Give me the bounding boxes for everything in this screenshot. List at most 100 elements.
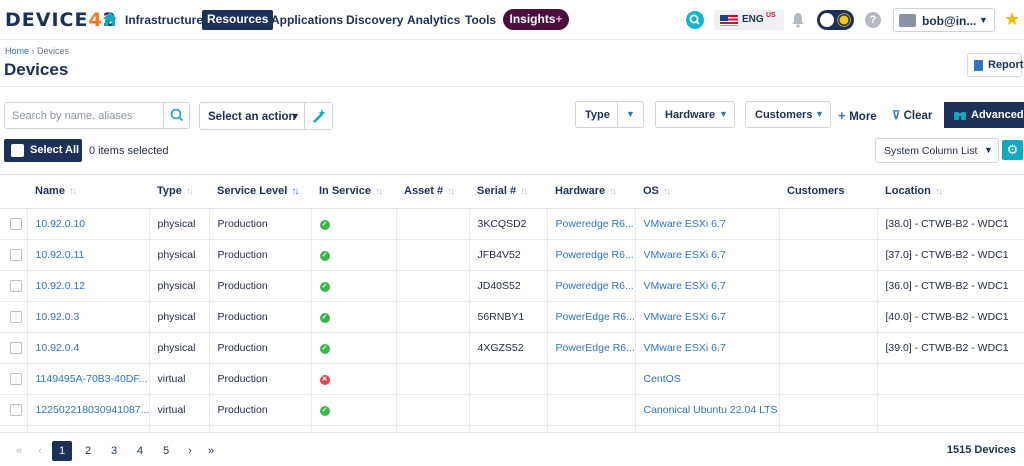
theme-toggle[interactable]	[817, 10, 854, 30]
device42-logo[interactable]: DEVICE42	[5, 9, 117, 31]
bell-icon[interactable]	[791, 12, 805, 28]
advanced-search-button[interactable]: Advanced	[944, 102, 1024, 128]
favorite-star-icon[interactable]: ★	[1004, 9, 1021, 29]
select-all-button[interactable]: Select All	[4, 139, 82, 162]
quick-search-icon[interactable]	[686, 11, 704, 29]
row-checkbox[interactable]	[10, 310, 22, 323]
nav-discovery[interactable]: Discovery	[346, 13, 404, 27]
cell-hardware[interactable]: Poweredge R6...	[547, 208, 636, 240]
cell-os[interactable]: VMware ESXi 6.7	[635, 332, 780, 364]
column-header-asset[interactable]: Asset # ↑↓	[396, 175, 469, 209]
cell-hardware[interactable]: Poweredge R6...	[547, 239, 636, 271]
column-header-service-level[interactable]: Service Level ↑↓	[209, 175, 311, 209]
column-header-serial[interactable]: Serial # ↑↓	[469, 175, 547, 209]
table-row[interactable]: 10.92.0.12 physical Production ✓ JD40S52 Powe…	[0, 270, 1024, 302]
cell-hardware[interactable]: PowerEdge R6...	[547, 332, 636, 364]
insights-button[interactable]: Insights+	[503, 9, 569, 30]
page-2-button[interactable]: 2	[84, 445, 92, 457]
cell-name[interactable]	[27, 425, 150, 432]
row-checkbox[interactable]	[10, 217, 22, 230]
row-checkbox[interactable]	[10, 341, 22, 354]
help-icon[interactable]: ?	[865, 12, 881, 28]
cell-hardware[interactable]	[547, 394, 636, 426]
plus-icon: +	[838, 108, 850, 123]
breadcrumb: Home › Devices	[5, 46, 69, 56]
cell-name[interactable]: 10.92.0.12	[27, 270, 150, 302]
table-row[interactable]: 122502218030941087... virtual Production ✓ C…	[0, 394, 1024, 426]
table-row[interactable]: 10.92.0.3 physical Production ✓ 56RNBY1 Power…	[0, 301, 1024, 333]
cell-name[interactable]: 122502218030941087...	[27, 394, 150, 426]
cell-name[interactable]: 10.92.0.11	[27, 239, 150, 271]
cell-hardware[interactable]	[547, 425, 636, 432]
page-4-button[interactable]: 4	[136, 445, 144, 457]
row-checkbox[interactable]	[10, 372, 22, 385]
cell-os[interactable]: VMware ESXi 6.7	[635, 208, 780, 240]
chevron-down-icon: ▼	[291, 111, 300, 121]
cell-os[interactable]: VMware ESXi 6.7	[635, 239, 780, 271]
cell-name[interactable]: 10.92.0.4	[27, 332, 150, 364]
language-selector[interactable]: ENG US	[714, 10, 784, 30]
cell-customers	[779, 363, 878, 395]
action-dropdown[interactable]: Select an action ▼	[199, 102, 333, 130]
cell-name[interactable]: 10.92.0.3	[27, 301, 150, 333]
more-filters-button[interactable]: + More	[838, 108, 877, 123]
breadcrumb-home[interactable]: Home	[5, 46, 30, 56]
type-filter-label: Type	[585, 109, 610, 121]
page-5-button[interactable]: 5	[162, 445, 170, 457]
column-label: Name	[35, 185, 65, 198]
cell-hardware[interactable]	[547, 363, 636, 395]
column-header-os[interactable]: OS ↑↓	[635, 175, 779, 209]
cell-customers	[779, 301, 878, 333]
page-1-button[interactable]: 1	[52, 441, 72, 461]
home-icon[interactable]	[102, 11, 118, 27]
column-label: Customers	[787, 185, 845, 198]
column-label: Asset #	[404, 185, 444, 198]
column-header-name[interactable]: Name ↑↓	[27, 175, 149, 209]
type-filter[interactable]: Type ▼	[575, 101, 644, 128]
page-3-button[interactable]: 3	[110, 445, 118, 457]
cell-os[interactable]	[635, 425, 780, 432]
search-input[interactable]	[5, 103, 165, 128]
clear-filters-button[interactable]: ⊽ Clear	[892, 108, 932, 122]
nav-applications[interactable]: Applications	[271, 13, 344, 27]
column-header-location[interactable]: Location ↑↓	[877, 175, 1024, 209]
next-page-button[interactable]: ›	[188, 445, 192, 457]
table-row[interactable]	[0, 425, 1024, 432]
customers-filter[interactable]: Customers ▼	[745, 101, 831, 128]
cell-location: [40.0] - CTWB-B2 - WDC1	[877, 301, 1024, 333]
row-checkbox[interactable]	[10, 403, 22, 416]
prev-page-button[interactable]: ‹	[38, 445, 42, 457]
cell-name[interactable]: 1149495A-70B3-40DF...	[27, 363, 150, 395]
nav-analytics[interactable]: Analytics	[407, 13, 461, 27]
column-header-type[interactable]: Type ↑↓	[149, 175, 209, 209]
cell-name[interactable]: 10.92.0.10	[27, 208, 150, 240]
column-header-customers[interactable]: Customers	[779, 175, 877, 209]
column-header-hardware[interactable]: Hardware ↑↓	[547, 175, 635, 209]
search-button[interactable]	[163, 103, 189, 128]
table-row[interactable]: 10.92.0.4 physical Production ✓ 4XGZS52 Power…	[0, 332, 1024, 364]
nav-infrastructure[interactable]: Infrastructure	[125, 13, 204, 27]
cell-os[interactable]: VMware ESXi 6.7	[635, 301, 780, 333]
cell-hardware[interactable]: Poweredge R6...	[547, 270, 636, 302]
column-header-in-service[interactable]: In Service ↑↓	[311, 175, 396, 209]
magic-wand-button[interactable]	[304, 103, 333, 129]
row-checkbox[interactable]	[10, 279, 22, 292]
cell-service-level: Production	[209, 394, 312, 426]
nav-resources[interactable]: Resources	[202, 10, 274, 30]
first-page-button[interactable]: «	[15, 445, 23, 457]
cell-os[interactable]: CentOS	[635, 363, 780, 395]
row-checkbox[interactable]	[10, 248, 22, 261]
column-list-dropdown[interactable]: System Column List ▼	[875, 138, 999, 163]
hardware-filter[interactable]: Hardware ▼	[655, 101, 735, 128]
cell-os[interactable]: Canonical Ubuntu 22.04 LTS	[635, 394, 780, 426]
table-row[interactable]: 10.92.0.10 physical Production ✓ 3KCQSD2 Powe…	[0, 208, 1024, 240]
nav-tools[interactable]: Tools	[465, 13, 497, 27]
user-menu[interactable]: bob@in... ▼	[893, 8, 995, 32]
last-page-button[interactable]: »	[207, 445, 215, 457]
cell-os[interactable]: VMware ESXi 6.7	[635, 270, 780, 302]
cell-hardware[interactable]: PowerEdge R6...	[547, 301, 636, 333]
report-button[interactable]: Report	[967, 53, 1023, 77]
gear-icon[interactable]: ⚙	[1002, 140, 1023, 160]
table-row[interactable]: 1149495A-70B3-40DF... virtual Production ✕ C…	[0, 363, 1024, 395]
table-row[interactable]: 10.92.0.11 physical Production ✓ JFB4V52 Powe…	[0, 239, 1024, 271]
